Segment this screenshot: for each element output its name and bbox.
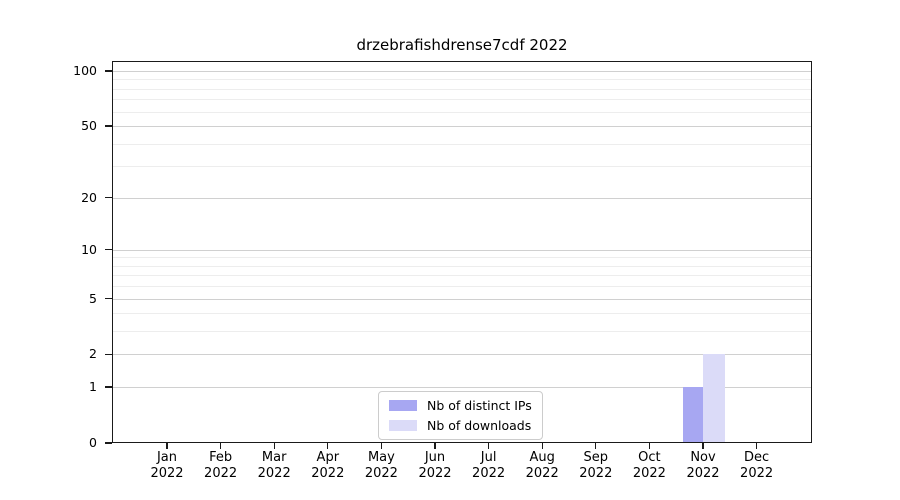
gridline-minor xyxy=(112,313,812,315)
y-axis-tick-label: 2 xyxy=(89,346,97,362)
x-axis-tick-label: Mar 2022 xyxy=(257,450,291,481)
plot-area xyxy=(112,61,812,443)
gridline-minor xyxy=(112,99,812,101)
x-axis-tick-label: Dec 2022 xyxy=(740,450,774,481)
y-axis-tick-mark xyxy=(105,442,112,444)
gridline-minor xyxy=(112,166,812,168)
x-axis-tick-mark xyxy=(541,443,543,449)
legend-item-distinct-ips: Nb of distinct IPs xyxy=(389,398,532,413)
y-axis-tick-label: 0 xyxy=(89,435,97,450)
x-axis-tick-label: Jul 2022 xyxy=(472,450,506,481)
gridline-minor xyxy=(112,257,812,259)
x-axis-tick-mark xyxy=(380,443,383,449)
bar-downloads xyxy=(703,354,725,443)
gridline-major xyxy=(112,71,812,72)
gridline-minor xyxy=(112,143,812,145)
x-axis-tick-label: Oct 2022 xyxy=(632,450,666,481)
x-axis-tick-mark xyxy=(166,443,168,449)
x-axis-tick-label: May 2022 xyxy=(364,450,398,481)
x-axis-tick-mark xyxy=(755,443,758,449)
x-axis-tick-mark xyxy=(434,443,436,449)
y-axis-tick-mark xyxy=(105,249,112,251)
gridline-minor xyxy=(112,286,812,288)
gridline-major xyxy=(112,298,812,300)
gridline-major xyxy=(112,249,812,251)
y-axis-tick-mark xyxy=(105,353,112,356)
y-axis-tick-mark xyxy=(105,386,112,388)
x-axis-tick-label: Nov 2022 xyxy=(686,450,720,481)
gridline-minor xyxy=(112,88,812,90)
gridline-major xyxy=(112,354,812,356)
x-axis-tick-mark xyxy=(648,443,651,449)
y-axis-tick-mark xyxy=(105,297,112,300)
y-axis-tick-label: 1 xyxy=(89,379,97,395)
legend-swatch-distinct-ips xyxy=(389,400,417,411)
gridline-major xyxy=(112,387,812,389)
x-axis-tick-mark xyxy=(595,443,597,449)
gridline-minor xyxy=(112,79,812,81)
bar-distinct-ips xyxy=(683,387,703,443)
x-axis-tick-mark xyxy=(327,443,329,449)
gridline-minor xyxy=(112,275,812,277)
y-axis-tick-mark xyxy=(105,196,112,199)
gridline-minor xyxy=(112,331,812,333)
x-axis-tick-label: Feb 2022 xyxy=(204,450,238,481)
y-axis-tick-mark xyxy=(105,70,112,72)
x-axis-tick-label: Apr 2022 xyxy=(311,450,345,481)
y-axis-tick-label: 10 xyxy=(81,241,97,257)
gridline-minor xyxy=(112,111,812,113)
y-axis-tick-mark xyxy=(105,125,112,127)
x-axis-tick-mark xyxy=(273,443,275,449)
y-axis-tick-label: 50 xyxy=(81,118,97,134)
x-axis-tick-label: Sep 2022 xyxy=(579,450,613,481)
x-axis-tick-label: Jan 2022 xyxy=(150,450,184,481)
x-axis-tick-mark xyxy=(487,443,490,449)
x-axis-tick-label: Aug 2022 xyxy=(525,450,559,481)
x-axis-tick-mark xyxy=(219,443,222,449)
x-axis-tick-label: Jun 2022 xyxy=(418,450,452,481)
y-axis-tick-label: 100 xyxy=(73,63,97,78)
chart-title: drzebrafishdrense7cdf 2022 xyxy=(356,36,568,54)
legend: Nb of distinct IPs Nb of downloads xyxy=(378,391,543,440)
legend-swatch-downloads xyxy=(389,420,417,431)
gridline-major xyxy=(112,126,812,128)
y-axis-tick-label: 5 xyxy=(89,290,97,306)
legend-label-distinct-ips: Nb of distinct IPs xyxy=(427,398,532,413)
legend-item-downloads: Nb of downloads xyxy=(389,418,532,433)
x-axis-tick-mark xyxy=(702,443,704,449)
gridline-minor xyxy=(112,265,812,267)
y-axis-tick-label: 20 xyxy=(81,189,97,205)
gridline-major xyxy=(112,197,812,199)
legend-label-downloads: Nb of downloads xyxy=(427,418,532,433)
